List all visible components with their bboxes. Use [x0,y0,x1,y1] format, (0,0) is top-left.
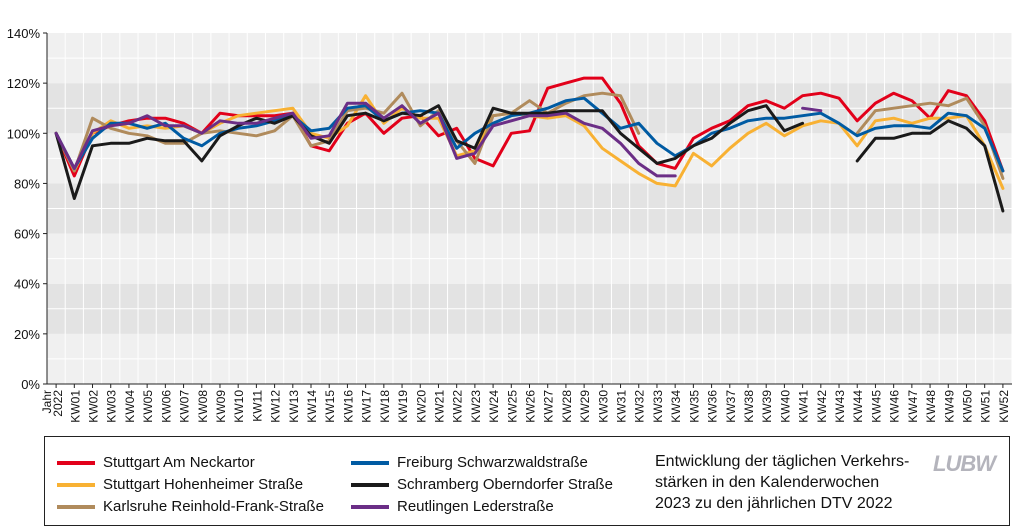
x-tick-label: KW06 [159,390,173,423]
x-tick-label: Jahr [40,390,54,413]
legend-label: Stuttgart Am Neckartor [103,454,255,471]
x-tick-label: KW38 [742,390,756,423]
legend-label: Schramberg Oberndorfer Straße [397,476,613,493]
x-tick-label: KW12 [269,390,283,423]
x-tick-label: KW47 [906,390,920,423]
x-tick-label: KW22 [451,390,465,423]
x-tick-label: KW29 [578,390,592,423]
x-tick-label: KW27 [542,390,556,423]
x-tick-label: KW13 [287,390,301,423]
x-tick-label: KW20 [414,390,428,423]
series-line-schramberg-oberndorfer-stra-e [855,119,1005,213]
legend-swatch [57,461,95,465]
series-line-schramberg-oberndorfer-stra-e [54,104,805,200]
x-tick-label: KW43 [833,390,847,423]
x-tick-label: KW51 [979,390,993,423]
x-tick-label: KW03 [105,390,119,423]
x-tick-label: KW35 [687,390,701,423]
x-tick-label: KW26 [524,390,538,423]
x-tick-label: KW18 [378,390,392,423]
x-tick-label: KW32 [633,390,647,423]
lubw-logo: LUBW [933,451,996,476]
legend-label: Stuttgart Hohenheimer Straße [103,476,304,493]
x-tick-label: KW14 [305,390,319,423]
x-tick-label: KW40 [778,390,792,423]
series-line-reutlingen-lederstra-e [801,106,823,113]
legend-label: Freiburg Schwarzwaldstraße [397,454,588,471]
x-tick-label: KW10 [232,390,246,423]
x-tick-label: KW42 [815,390,829,423]
x-tick-label: KW05 [141,390,155,423]
x-tick-label: KW25 [505,390,519,423]
x-tick-label: KW39 [760,390,774,423]
legend-swatch [57,483,95,487]
x-tick-label: KW08 [196,390,210,423]
x-tick-label: KW01 [68,390,82,423]
x-tick-label: KW45 [869,390,883,423]
legend: Stuttgart Am Neckartor Stuttgart Hohenhe… [44,436,1010,526]
series-line-stuttgart-am-neckartor [54,76,1005,178]
x-tick-label: KW31 [615,390,629,423]
y-tick-label: 120% [7,76,41,91]
y-tick-label: 40% [14,277,40,292]
x-tick-label: KW28 [560,390,574,423]
x-tick-label: KW21 [432,390,446,423]
x-tick-label: KW17 [360,390,374,423]
x-tick-label: KW46 [888,390,902,423]
series-line-karlsruhe-reinhold-frank-stra-e [855,96,1005,180]
chart-title: Entwicklung der täglichen Verkehrs- stär… [655,453,910,512]
legend-label: Reutlingen Lederstraße [397,498,554,515]
x-tick-label: KW07 [178,390,192,423]
x-tick-label: KW16 [341,390,355,423]
x-tick-label: KW19 [396,390,410,423]
x-tick-label: KW50 [960,390,974,423]
x-tick-label: KW48 [924,390,938,423]
y-tick-label: 100% [7,126,41,141]
x-tick-label: KW37 [724,390,738,423]
x-tick-label: KW52 [997,390,1011,423]
legend-swatch [351,461,389,465]
x-tick-label: KW11 [250,390,264,422]
x-tick-label: KW02 [87,390,101,423]
x-tick-label: KW24 [487,390,501,423]
x-tick-label: KW23 [469,390,483,423]
series-line-reutlingen-lederstra-e [54,101,677,178]
x-tick-label: KW33 [651,390,665,423]
x-tick-label: KW15 [323,390,337,423]
y-tick-label: 60% [14,227,40,242]
x-tick-label: KW36 [706,390,720,423]
x-tick-label: KW41 [797,390,811,423]
y-tick-label: 80% [14,176,40,191]
legend-swatch [351,505,389,509]
x-tick-label: 2022 [51,390,65,417]
x-tick-label: KW09 [214,390,228,423]
x-tick-label: KW44 [851,390,865,423]
x-tick-label: KW30 [596,390,610,423]
y-tick-label: 140% [7,26,41,41]
x-tick-label: KW34 [669,390,683,423]
legend-swatch [57,505,95,509]
legend-label: Karlsruhe Reinhold-Frank-Straße [103,498,324,515]
y-tick-label: 0% [21,377,40,392]
y-tick-label: 20% [14,327,40,342]
legend-swatch [351,483,389,487]
x-tick-label: KW49 [942,390,956,423]
x-tick-label: KW04 [123,390,137,423]
